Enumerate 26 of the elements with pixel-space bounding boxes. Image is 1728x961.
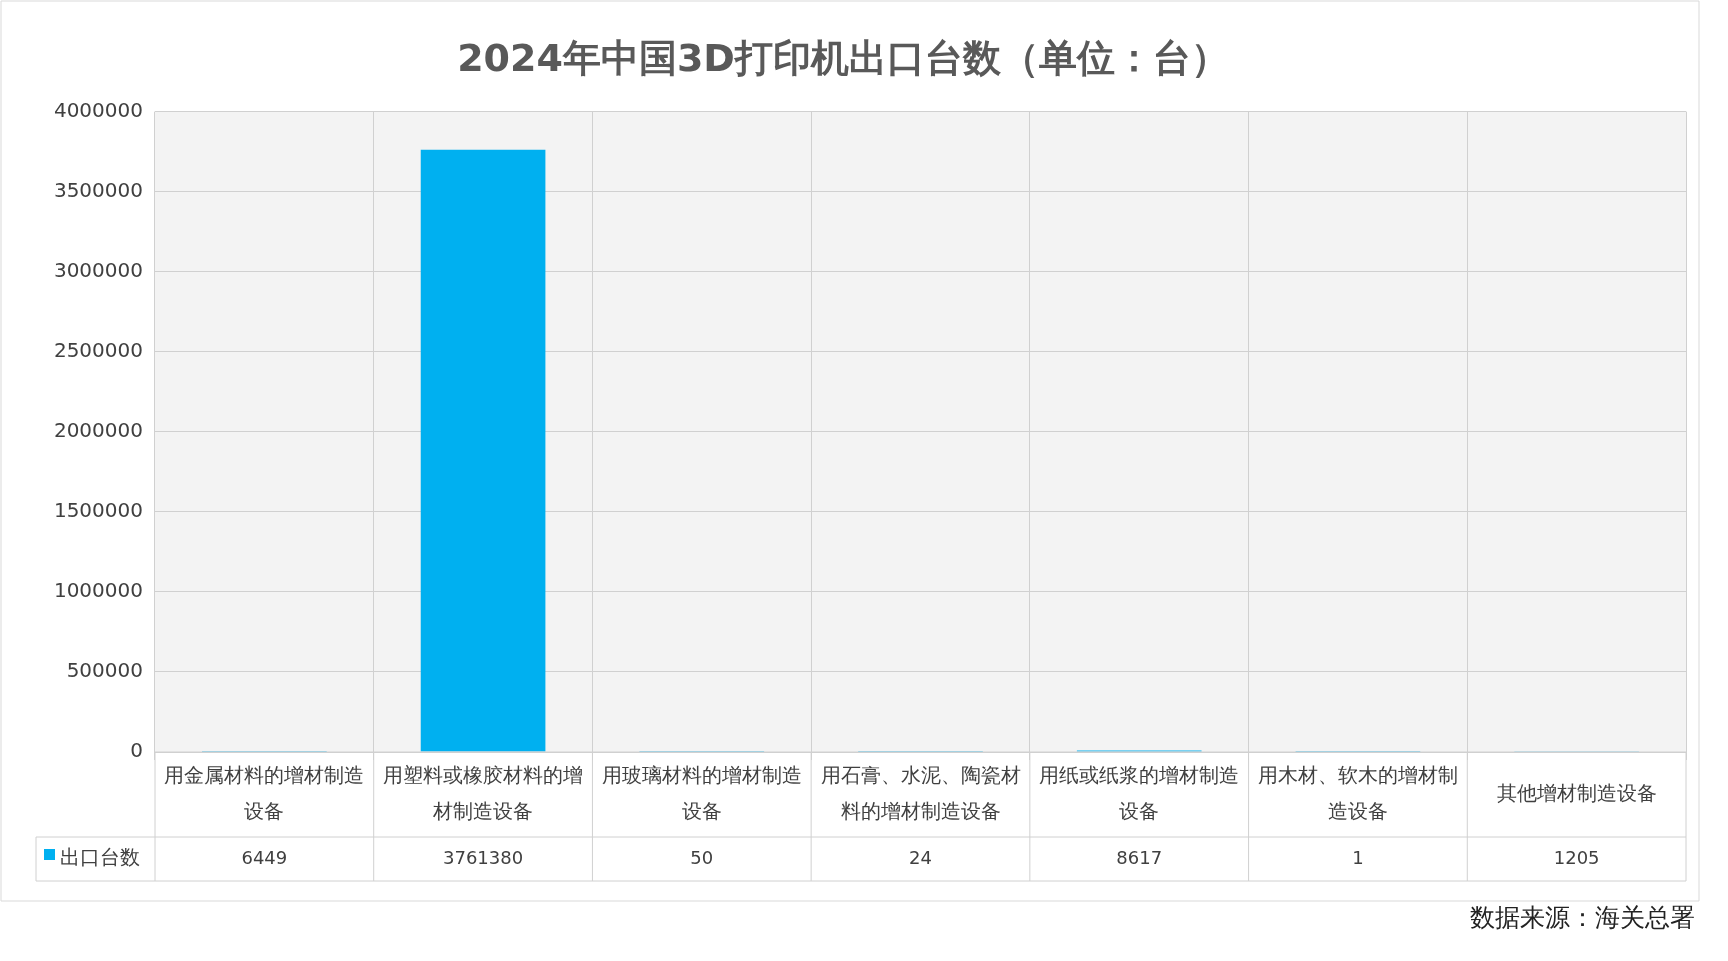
x-tick-label: 用石膏、水泥、陶瓷材料的增材制造设备 xyxy=(820,762,1021,823)
y-tick-label: 2500000 xyxy=(53,337,143,362)
data-label: 8617 xyxy=(1116,846,1163,868)
data-label: 6449 xyxy=(241,846,288,868)
chart-title: 2024年中国3D打印机出口台数（单位：台） xyxy=(457,35,1229,80)
data-label: 3761380 xyxy=(442,846,524,868)
legend-label: 出口台数 xyxy=(60,845,140,870)
data-label: 1 xyxy=(1352,846,1364,868)
y-tick-label: 3000000 xyxy=(53,257,143,282)
x-tick-label: 用玻璃材料的增材制造设备 xyxy=(601,762,802,823)
y-tick-label: 4000000 xyxy=(53,97,143,122)
x-tick-label: 用塑料或橡胶材料的增材制造设备 xyxy=(383,762,584,823)
y-tick-label: 1500000 xyxy=(53,498,143,523)
data-label: 1205 xyxy=(1553,846,1600,868)
y-tick-label: 2000000 xyxy=(53,418,143,442)
y-tick-label: 0 xyxy=(130,738,143,763)
y-tick-label: 500000 xyxy=(66,658,143,683)
x-tick-label: 用纸或纸浆的增材制造设备 xyxy=(1039,762,1240,823)
x-tick-label: 其他增材制造设备 xyxy=(1496,780,1657,805)
data-label: 24 xyxy=(909,846,932,868)
y-tick-label: 1000000 xyxy=(53,578,143,603)
source-note: 数据来源：海关总署 xyxy=(1470,902,1695,932)
x-tick-label: 用金属材料的增材制造设备 xyxy=(164,762,365,823)
y-tick-label: 3500000 xyxy=(53,177,143,202)
data-label: 50 xyxy=(690,846,714,868)
x-tick-label: 用木材、软木的增材制造设备 xyxy=(1257,762,1458,823)
